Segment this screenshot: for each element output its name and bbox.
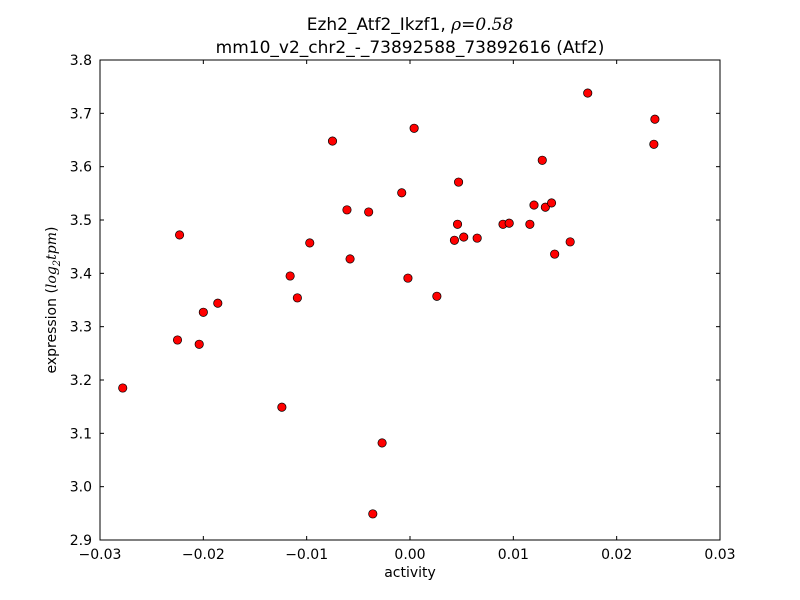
data-point [345, 254, 355, 264]
data-point [550, 249, 560, 259]
data-point [327, 136, 338, 146]
data-point [403, 273, 413, 283]
data-point [540, 202, 550, 212]
data-point [504, 218, 514, 228]
y-tick-label: 3.3 [70, 320, 92, 336]
data-point [432, 291, 442, 301]
y-axis-label: expression (log2tpm) [44, 226, 63, 373]
data-point [172, 335, 183, 345]
chart-title-line2: mm10_v2_chr2_-_73892588_73892616 (Atf2) [216, 38, 605, 58]
x-tick-label: −0.03 [79, 547, 122, 563]
y-tick-label: 3.1 [70, 426, 92, 442]
x-tick-label: 0.02 [601, 547, 632, 563]
data-point [277, 402, 287, 412]
data-point [198, 307, 208, 317]
data-point [649, 139, 659, 149]
data-point [305, 238, 315, 248]
y-tick-label: 3.2 [70, 373, 92, 389]
data-point [537, 155, 547, 165]
y-tick-label: 3.6 [70, 160, 92, 176]
y-tick-label: 3.4 [70, 266, 92, 282]
data-point [525, 219, 535, 229]
data-point [449, 235, 459, 245]
data-point [459, 232, 469, 242]
y-tick-label: 3.8 [70, 53, 92, 69]
y-tick-label: 3.7 [70, 106, 92, 122]
data-point [364, 207, 374, 217]
data-point [292, 293, 302, 303]
data-point [583, 88, 593, 98]
data-point [547, 198, 557, 208]
x-tick-label: 0.00 [394, 547, 425, 563]
y-tick-label: 3.5 [70, 213, 92, 229]
data-point [118, 383, 128, 393]
data-point [342, 205, 352, 215]
data-point [650, 114, 660, 124]
y-tick-label: 2.9 [70, 533, 92, 549]
data-point [213, 298, 223, 308]
data-point [377, 438, 387, 448]
data-point [452, 219, 463, 229]
data-point [397, 188, 407, 198]
x-tick-label: 0.01 [498, 547, 529, 563]
data-point [409, 123, 419, 133]
data-point [368, 509, 378, 519]
plot-area [99, 59, 721, 541]
data-point [565, 237, 575, 247]
chart-title-line1: Ezh2_Atf2_Ikzf1, ρ=0.58 [307, 15, 514, 35]
data-point [175, 230, 185, 240]
y-tick-label: 3.0 [70, 480, 92, 496]
x-axis-label: activity [384, 565, 436, 581]
data-point [194, 339, 204, 349]
data-point [454, 177, 464, 187]
data-point [285, 271, 295, 281]
data-point [472, 233, 482, 243]
x-tick-label: 0.03 [704, 547, 735, 563]
x-tick-label: −0.02 [182, 547, 225, 563]
data-point [529, 200, 539, 210]
x-tick-label: −0.01 [285, 547, 328, 563]
